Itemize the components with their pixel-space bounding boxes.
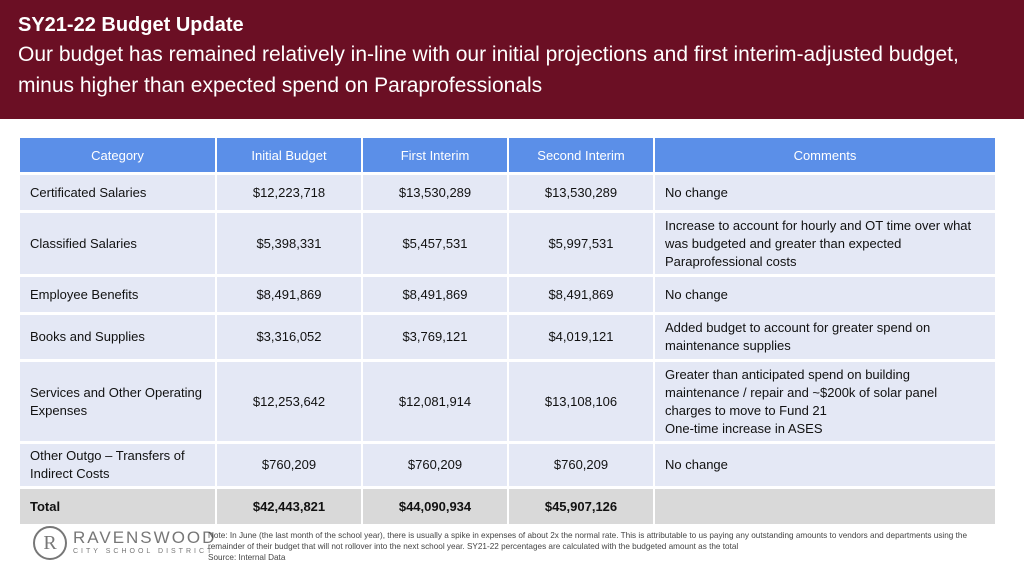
slide-header: SY21-22 Budget Update Our budget has rem… (0, 0, 1024, 119)
second-interim-cell: $760,209 (509, 444, 655, 486)
slide-title: SY21-22 Budget Update (18, 14, 244, 36)
column-header-comments: Comments (655, 138, 995, 172)
comments-cell: Added budget to account for greater spen… (655, 315, 995, 359)
total-first-interim-cell: $44,090,934 (363, 489, 509, 524)
first-interim-cell: $760,209 (363, 444, 509, 486)
initial-budget-cell: $760,209 (217, 444, 363, 486)
total-comments-cell (655, 489, 995, 524)
footnote-text: Note: In June (the last month of the sch… (208, 531, 967, 551)
initial-budget-cell: $12,253,642 (217, 362, 363, 441)
logo-seal-icon: R (33, 526, 67, 560)
budget-table: Category Initial Budget First Interim Se… (20, 135, 995, 527)
total-label-cell: Total (20, 489, 217, 524)
table-row: Books and Supplies $3,316,052 $3,769,121… (20, 315, 995, 359)
category-cell: Classified Salaries (20, 213, 217, 274)
first-interim-cell: $13,530,289 (363, 175, 509, 210)
table-row: Certificated Salaries $12,223,718 $13,53… (20, 175, 995, 210)
table-header-row: Category Initial Budget First Interim Se… (20, 138, 995, 172)
table-row: Employee Benefits $8,491,869 $8,491,869 … (20, 277, 995, 312)
column-header-initial-budget: Initial Budget (217, 138, 363, 172)
footnote: Note: In June (the last month of the sch… (208, 530, 998, 563)
second-interim-cell: $8,491,869 (509, 277, 655, 312)
footnote-source: Source: Internal Data (208, 553, 286, 562)
second-interim-cell: $5,997,531 (509, 213, 655, 274)
comments-cell: No change (655, 444, 995, 486)
total-initial-budget-cell: $42,443,821 (217, 489, 363, 524)
category-cell: Other Outgo – Transfers of Indirect Cost… (20, 444, 217, 486)
district-logo: R RAVENSWOOD CITY SCHOOL DISTRICT (33, 526, 216, 560)
table-row: Other Outgo – Transfers of Indirect Cost… (20, 444, 995, 486)
comments-cell: Greater than anticipated spend on buildi… (655, 362, 995, 441)
column-header-second-interim: Second Interim (509, 138, 655, 172)
table-row: Classified Salaries $5,398,331 $5,457,53… (20, 213, 995, 274)
first-interim-cell: $8,491,869 (363, 277, 509, 312)
category-cell: Services and Other Operating Expenses (20, 362, 217, 441)
initial-budget-cell: $8,491,869 (217, 277, 363, 312)
first-interim-cell: $5,457,531 (363, 213, 509, 274)
column-header-category: Category (20, 138, 217, 172)
comments-text-secondary: One-time increase in ASES (665, 420, 823, 436)
logo-wordmark: RAVENSWOOD CITY SCHOOL DISTRICT (73, 529, 216, 557)
initial-budget-cell: $3,316,052 (217, 315, 363, 359)
table-row: Services and Other Operating Expenses $1… (20, 362, 995, 441)
comments-cell: Increase to account for hourly and OT ti… (655, 213, 995, 274)
first-interim-cell: $3,769,121 (363, 315, 509, 359)
comments-cell: No change (655, 277, 995, 312)
slide-subtitle: Our budget has remained relatively in-li… (18, 43, 959, 97)
initial-budget-cell: $12,223,718 (217, 175, 363, 210)
comments-text: Greater than anticipated spend on buildi… (665, 366, 938, 418)
second-interim-cell: $13,108,106 (509, 362, 655, 441)
category-cell: Books and Supplies (20, 315, 217, 359)
logo-tagline: CITY SCHOOL DISTRICT (73, 548, 215, 555)
initial-budget-cell: $5,398,331 (217, 213, 363, 274)
second-interim-cell: $4,019,121 (509, 315, 655, 359)
category-cell: Certificated Salaries (20, 175, 217, 210)
logo-name: RAVENSWOOD (73, 528, 217, 547)
second-interim-cell: $13,530,289 (509, 175, 655, 210)
total-second-interim-cell: $45,907,126 (509, 489, 655, 524)
column-header-first-interim: First Interim (363, 138, 509, 172)
total-row: Total $42,443,821 $44,090,934 $45,907,12… (20, 489, 995, 524)
category-cell: Employee Benefits (20, 277, 217, 312)
first-interim-cell: $12,081,914 (363, 362, 509, 441)
comments-cell: No change (655, 175, 995, 210)
